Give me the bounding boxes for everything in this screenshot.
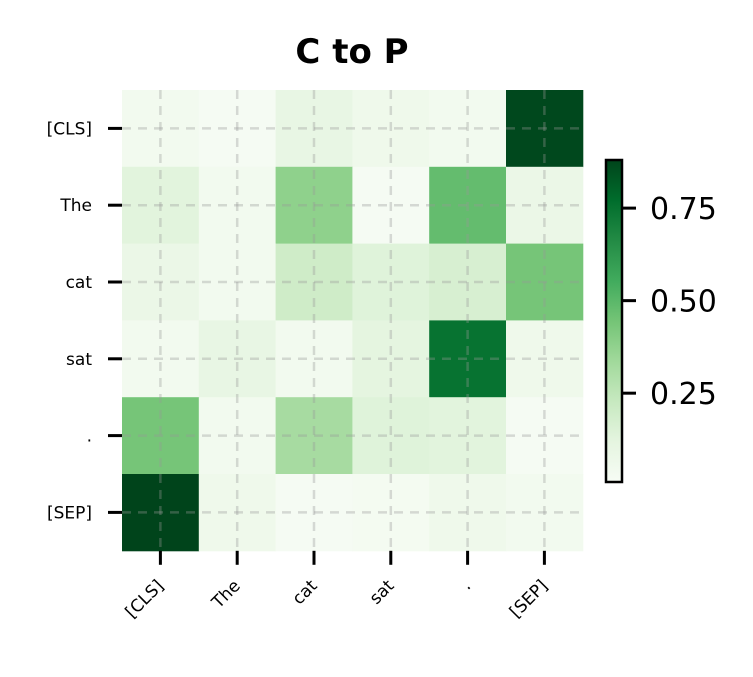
heatmap-cell <box>122 474 200 552</box>
y-tick-label: cat <box>66 273 93 293</box>
heatmap-cell <box>429 166 507 245</box>
x-tick-label: . <box>457 576 475 594</box>
heatmap-cell <box>506 397 584 475</box>
heatmap-cell <box>198 320 277 398</box>
colorbar-tick-label: 0.50 <box>650 285 717 320</box>
colorbar-tick-label: 0.75 <box>650 192 717 227</box>
y-tick-label: sat <box>66 350 92 370</box>
y-tick-label: . <box>87 427 92 447</box>
y-tick-label: [SEP] <box>47 503 92 523</box>
heatmap-cell <box>275 90 353 168</box>
heatmap-cell <box>198 90 277 168</box>
y-tick-label: The <box>59 196 92 216</box>
colorbar <box>604 158 624 484</box>
heatmap-cell <box>122 397 200 475</box>
heatmap-cell <box>352 243 430 321</box>
heatmap-cell <box>122 320 200 398</box>
heatmap-cell <box>122 90 200 168</box>
heatmap-cell <box>429 90 507 168</box>
heatmap-cell <box>506 320 584 398</box>
heatmap-cell <box>506 90 584 168</box>
x-tick-label: cat <box>289 576 322 609</box>
heatmap-cell <box>198 397 277 475</box>
heatmap-cell <box>275 166 353 245</box>
heatmap-cell <box>429 397 507 475</box>
x-tick-label: [CLS] <box>122 576 168 622</box>
heatmap-cell <box>352 166 430 245</box>
chart-title: C to P <box>295 32 408 72</box>
heatmap-cell <box>198 243 277 321</box>
heatmap-cell <box>122 166 200 245</box>
heatmap-cell <box>352 320 430 398</box>
heatmap-cell <box>275 474 353 552</box>
x-tick-label: The <box>208 576 245 613</box>
heatmap-cell <box>275 397 353 475</box>
heatmap-cell <box>275 243 353 321</box>
heatmap-cell <box>429 474 507 552</box>
heatmap-cell <box>352 397 430 475</box>
heatmap-cell <box>275 320 353 398</box>
heatmap-cell <box>352 474 430 552</box>
x-tick-label: [SEP] <box>506 576 552 622</box>
heatmap-cell <box>352 90 430 168</box>
heatmap-cell <box>506 243 584 321</box>
heatmap-cell <box>429 320 507 398</box>
x-tick-label: sat <box>366 576 399 609</box>
heatmap-cell <box>429 243 507 321</box>
y-tick-label: [CLS] <box>47 119 92 139</box>
heatmap-cell <box>198 166 277 245</box>
heatmap-cell <box>122 243 200 321</box>
heatmap-cell <box>198 474 277 552</box>
colorbar-tick-label: 0.25 <box>650 377 717 412</box>
heatmap-cell <box>506 474 584 552</box>
heatmap-cell <box>506 166 584 245</box>
